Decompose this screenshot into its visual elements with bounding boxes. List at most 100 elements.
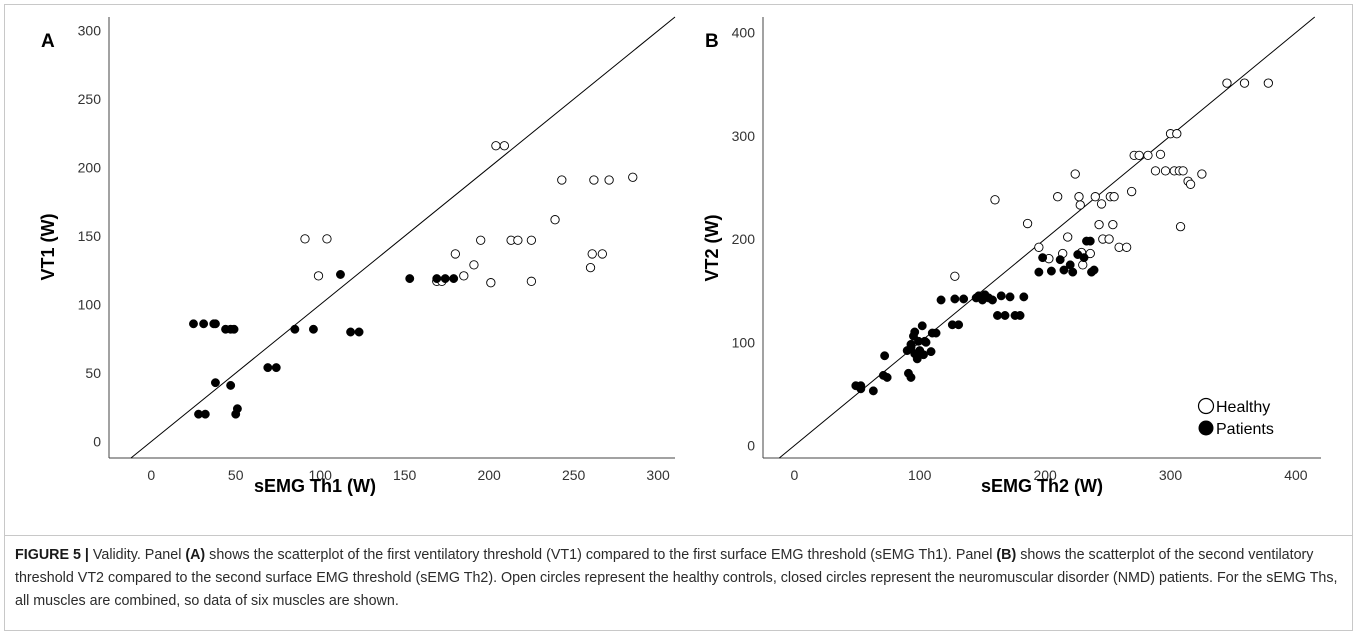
patient-point: [1089, 265, 1099, 275]
panel-b-label: B: [705, 31, 719, 52]
y-tick-label: 400: [732, 24, 756, 40]
patient-point: [1000, 311, 1010, 320]
patient-point: [856, 381, 866, 391]
patient-point: [950, 294, 960, 304]
patient-point: [1005, 292, 1015, 302]
healthy-point: [1034, 242, 1044, 252]
patient-point: [210, 378, 220, 388]
patient-point: [449, 274, 459, 284]
healthy-point: [322, 234, 332, 244]
x-tick-label: 100: [309, 467, 333, 483]
healthy-point: [1172, 129, 1182, 139]
patient-point: [1068, 267, 1078, 277]
legend-patients-label: Patients: [1216, 421, 1274, 438]
patient-point: [882, 372, 892, 382]
healthy-point: [550, 215, 560, 225]
panel-a-label: A: [41, 31, 55, 52]
patient-point: [1059, 265, 1069, 275]
patient-point: [1019, 292, 1029, 302]
caption-part-1: Validity. Panel: [88, 547, 186, 563]
figure-caption: FIGURE 5 | Validity. Panel (A) shows the…: [5, 535, 1352, 630]
healthy-point: [1053, 192, 1063, 202]
caption-part-2: shows the scatterplot of the first venti…: [205, 547, 997, 563]
patient-point: [263, 363, 273, 373]
x-tick-label: 300: [1159, 467, 1183, 483]
patient-point: [1085, 236, 1095, 246]
patient-point: [926, 347, 936, 357]
patient-point: [308, 324, 318, 334]
x-tick-label: 50: [228, 467, 244, 483]
patient-point: [919, 350, 928, 360]
patient-point: [199, 319, 209, 329]
legend-healthy-marker: [1197, 397, 1215, 415]
healthy-point: [1096, 199, 1107, 209]
panel-a: A 0 50 100 150 200 250 300 050100150200250300 …: [38, 16, 676, 496]
panel-a-x-ticks: 0 50 100 150 200 250 300: [147, 467, 670, 483]
patient-point: [210, 319, 220, 329]
patient-point: [993, 311, 1002, 320]
patient-point: [232, 404, 242, 414]
healthy-point: [1078, 260, 1088, 270]
healthy-point: [1263, 78, 1273, 88]
patient-point: [959, 294, 969, 304]
healthy-point: [1094, 219, 1104, 230]
healthy-point: [526, 235, 537, 245]
y-tick-label: 100: [732, 334, 756, 350]
panel-a-x-axis-label: sEMG Th1 (W): [254, 476, 376, 496]
patient-point: [200, 409, 210, 419]
healthy-point: [1121, 242, 1132, 252]
patient-point: [229, 324, 239, 334]
healthy-point: [1063, 232, 1073, 242]
patient-point: [1046, 266, 1056, 276]
healthy-point: [1090, 192, 1100, 202]
patient-point: [189, 319, 198, 329]
healthy-point: [587, 249, 597, 259]
patient-point: [954, 320, 964, 330]
patient-point: [996, 291, 1006, 301]
healthy-point: [1197, 169, 1207, 179]
caption-panel-a-ref: (A): [185, 547, 206, 563]
patient-point: [868, 386, 878, 396]
x-tick-label: 100: [908, 467, 932, 483]
healthy-point: [313, 271, 324, 281]
caption-part-3: shows the scatterplot of the second vent…: [15, 547, 1338, 609]
healthy-point: [486, 278, 496, 288]
healthy-point: [1150, 166, 1161, 176]
legend-healthy-label: Healthy: [1216, 399, 1270, 416]
healthy-point: [604, 175, 614, 185]
y-tick-label: 200: [732, 231, 756, 247]
healthy-point: [1134, 150, 1144, 161]
y-tick-label: 0: [93, 434, 101, 450]
x-tick-label: 0: [147, 467, 155, 483]
x-tick-label: 400: [1284, 467, 1308, 483]
healthy-point: [476, 235, 486, 245]
healthy-point: [1104, 234, 1114, 244]
healthy-point: [450, 249, 461, 259]
patient-point: [917, 321, 927, 331]
x-tick-label: 250: [562, 467, 586, 483]
healthy-point: [1160, 166, 1171, 176]
healthy-point: [1175, 222, 1186, 232]
panel-b-x-axis-label: sEMG Th2 (W): [981, 476, 1103, 496]
healthy-point: [469, 260, 479, 270]
y-tick-label: 50: [85, 365, 101, 381]
caption-panel-b-ref: (B): [996, 547, 1017, 563]
healthy-point: [1155, 149, 1166, 160]
patient-point: [1015, 311, 1025, 320]
panel-b-y-axis-label: VT2 (W): [702, 215, 722, 282]
healthy-point: [459, 271, 469, 281]
patient-point: [1079, 253, 1089, 263]
panel-b-x-ticks: 0 100 200 300 400: [790, 467, 1307, 483]
healthy-point: [526, 276, 537, 286]
healthy-point: [1178, 166, 1188, 176]
figure-panel: A 0 50 100 150 200 250 300 0 50 100 150 200 250 300 …: [4, 4, 1353, 631]
healthy-point: [1070, 169, 1080, 179]
x-tick-label: 0: [790, 467, 798, 483]
healthy-point: [300, 234, 310, 244]
x-tick-label: 150: [393, 467, 417, 483]
panel-a-y-ticks: 0 50 100 150 200 250 300: [78, 23, 102, 450]
x-tick-label: 200: [477, 467, 501, 483]
healthy-point: [628, 172, 638, 182]
x-tick-label: 300: [646, 467, 670, 483]
patient-point: [910, 327, 920, 337]
